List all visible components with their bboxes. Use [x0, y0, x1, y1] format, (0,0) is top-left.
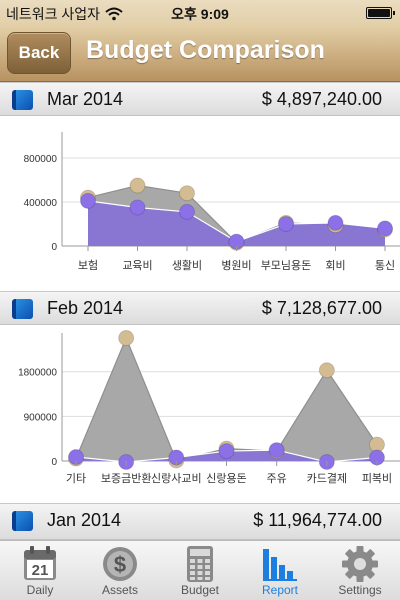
tab-report[interactable]: Report	[240, 541, 320, 600]
tab-settings[interactable]: Settings	[320, 541, 400, 600]
data-point[interactable]	[179, 185, 195, 202]
data-point[interactable]	[377, 220, 393, 237]
x-tick-label: 부모님용돈	[261, 259, 312, 272]
y-tick-label: 0	[51, 457, 57, 468]
section-header-mar[interactable]: Mar 2014 $ 4,897,240.00	[0, 82, 400, 116]
section-total: $ 11,964,774.00	[253, 510, 382, 530]
data-point[interactable]	[327, 214, 344, 231]
x-tick-label: 통신	[375, 259, 395, 272]
status-time: 오후 9:09	[171, 6, 229, 22]
page-title: Budget Comparison	[86, 36, 325, 64]
status-bar: 네트워크 사업자 오후 9:09	[0, 0, 400, 26]
section-total: $ 7,128,677.00	[261, 298, 382, 318]
x-tick-label: 보험	[78, 259, 98, 272]
book-icon	[12, 511, 33, 531]
section-month: Feb 2014	[47, 298, 124, 318]
x-tick-label: 회비	[325, 259, 345, 272]
x-tick-label: 피복비	[362, 472, 392, 485]
tab-label: Assets	[101, 583, 138, 597]
tab-label: Settings	[338, 583, 382, 597]
book-icon	[12, 299, 33, 319]
tab-label: Daily	[26, 583, 54, 597]
tab-budget[interactable]: Budget	[160, 541, 240, 600]
x-tick-label: 병원비	[221, 259, 251, 272]
gear-icon	[340, 545, 380, 583]
y-tick-label: 800000	[24, 154, 58, 165]
y-tick-label: 1800000	[18, 368, 57, 379]
nav-bar: Back Budget Comparison	[0, 26, 400, 82]
back-button[interactable]: Back	[7, 32, 71, 74]
tab-bar: 21 Daily $ Assets	[0, 540, 400, 600]
section-month: Jan 2014	[47, 510, 122, 530]
tab-label: Report	[261, 583, 299, 597]
section-header-jan[interactable]: Jan 2014 $ 11,964,774.00	[0, 503, 400, 540]
calendar-icon: 21	[20, 545, 60, 583]
section-header-feb[interactable]: Feb 2014 $ 7,128,677.00	[0, 291, 400, 325]
series-area	[76, 337, 377, 461]
calendar-date: 21	[32, 562, 49, 579]
dollar-coin-icon: $	[100, 545, 140, 583]
carrier-label: 네트워크 사업자	[6, 6, 101, 22]
data-point[interactable]	[318, 362, 335, 379]
data-point[interactable]	[129, 177, 146, 194]
tab-label: Budget	[180, 583, 220, 597]
calculator-icon	[180, 545, 220, 583]
tab-assets[interactable]: $ Assets	[80, 541, 160, 600]
x-tick-label: 신랑사교비	[151, 472, 202, 485]
data-point[interactable]	[129, 199, 146, 216]
x-tick-label: 주유	[267, 472, 287, 485]
chart-feb-svg: 0 900000 1800000 기타 보증금반환 신랑사교비 신랑용돈 주유 카드결제 피복비	[18, 329, 400, 485]
x-tick-label: 카드결제	[307, 472, 347, 485]
x-tick-label: 생활비	[172, 258, 202, 272]
chart-mar: 0 400000 800000 보험 교육비 생활비 병원비 부모님용돈 회비 통신	[0, 116, 400, 290]
section-month: Mar 2014	[47, 89, 124, 109]
x-tick-label: 교육비	[122, 259, 152, 272]
y-tick-label: 400000	[24, 198, 58, 209]
data-point[interactable]	[268, 442, 285, 459]
x-tick-label: 기타	[66, 472, 86, 485]
x-tick-label: 신랑용돈	[206, 472, 246, 485]
y-tick-label: 900000	[24, 412, 58, 423]
status-left: 네트워크 사업자	[6, 4, 123, 24]
bar-chart-icon	[260, 545, 300, 583]
dollar-symbol: $	[114, 552, 126, 577]
x-tick-label: 보증금반환	[101, 472, 152, 485]
data-point[interactable]	[278, 216, 294, 232]
book-icon	[12, 90, 33, 110]
chart-mar-svg: 0 400000 800000 보험 교육비 생활비 병원비 부모님용돈 회비 통신	[24, 132, 400, 272]
data-point[interactable]	[118, 329, 135, 346]
tab-daily[interactable]: 21 Daily	[0, 541, 80, 600]
data-point[interactable]	[218, 443, 235, 460]
chart-feb: 0 900000 1800000 기타 보증금반환 신랑사교비 신랑용돈 주유 카드결제 피복비	[0, 325, 400, 502]
wifi-icon	[105, 7, 123, 21]
section-total: $ 4,897,240.00	[261, 89, 382, 109]
battery-fill	[368, 9, 390, 17]
data-point[interactable]	[179, 203, 195, 220]
series-area	[88, 200, 385, 246]
data-point[interactable]	[80, 192, 96, 209]
y-tick-label: 0	[51, 242, 57, 253]
battery-icon	[366, 7, 395, 19]
